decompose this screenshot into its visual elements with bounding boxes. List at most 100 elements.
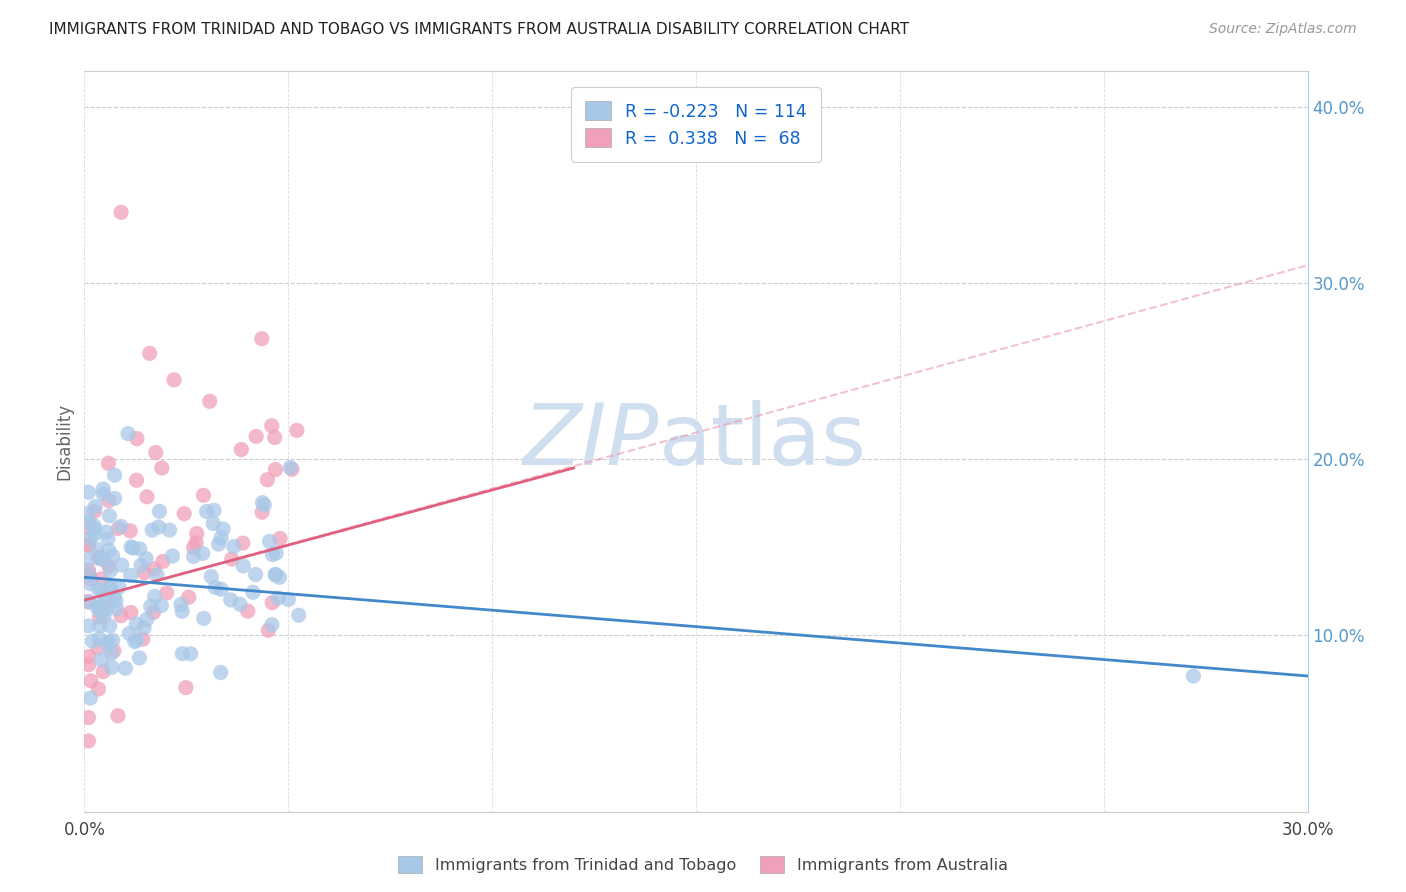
- Point: [269, 532, 291, 546]
- Point: [252, 496, 274, 510]
- Point: [118, 626, 141, 640]
- Point: [79, 576, 101, 591]
- Point: [195, 504, 218, 518]
- Point: [79, 572, 101, 586]
- Point: [83, 518, 105, 533]
- Point: [142, 606, 165, 620]
- Point: [77, 521, 100, 535]
- Point: [263, 430, 285, 444]
- Point: [104, 491, 127, 506]
- Point: [103, 589, 125, 603]
- Point: [89, 618, 111, 632]
- Point: [83, 527, 105, 541]
- Point: [82, 634, 104, 648]
- Point: [156, 586, 179, 600]
- Point: [77, 563, 100, 577]
- Point: [97, 456, 120, 470]
- Point: [91, 585, 114, 599]
- Point: [193, 488, 215, 502]
- Point: [146, 567, 169, 582]
- Point: [79, 532, 101, 546]
- Point: [207, 537, 229, 551]
- Point: [77, 537, 100, 551]
- Point: [103, 468, 125, 483]
- Point: [101, 660, 124, 674]
- Point: [90, 653, 112, 667]
- Point: [107, 522, 129, 536]
- Point: [125, 617, 148, 632]
- Point: [101, 633, 124, 648]
- Point: [77, 710, 100, 724]
- Point: [89, 610, 111, 624]
- Legend: R = -0.223   N = 114, R =  0.338   N =  68: R = -0.223 N = 114, R = 0.338 N = 68: [571, 87, 821, 161]
- Point: [264, 546, 287, 560]
- Point: [245, 567, 267, 582]
- Point: [180, 647, 202, 661]
- Point: [229, 597, 252, 611]
- Point: [96, 602, 118, 616]
- Point: [97, 635, 120, 649]
- Point: [97, 559, 120, 574]
- Point: [209, 531, 232, 545]
- Point: [83, 504, 105, 518]
- Point: [87, 603, 110, 617]
- Point: [94, 590, 117, 604]
- Point: [90, 572, 112, 586]
- Text: IMMIGRANTS FROM TRINIDAD AND TOBAGO VS IMMIGRANTS FROM AUSTRALIA DISABILITY CORR: IMMIGRANTS FROM TRINIDAD AND TOBAGO VS I…: [49, 22, 910, 37]
- Point: [172, 647, 194, 661]
- Point: [86, 600, 108, 615]
- Point: [125, 432, 148, 446]
- Point: [97, 532, 120, 546]
- Point: [184, 536, 207, 550]
- Point: [120, 606, 142, 620]
- Point: [278, 460, 301, 475]
- Point: [262, 596, 284, 610]
- Point: [122, 541, 145, 555]
- Point: [103, 644, 125, 658]
- Point: [77, 485, 100, 500]
- Point: [264, 462, 287, 476]
- Point: [110, 519, 132, 533]
- Point: [80, 673, 103, 688]
- Point: [174, 681, 197, 695]
- Point: [256, 473, 278, 487]
- Point: [262, 548, 284, 562]
- Point: [100, 646, 122, 660]
- Point: [260, 418, 283, 433]
- Point: [267, 591, 290, 606]
- Point: [222, 540, 245, 554]
- Point: [236, 604, 259, 618]
- Point: [138, 346, 160, 360]
- Point: [264, 568, 287, 582]
- Point: [108, 580, 131, 594]
- Text: atlas: atlas: [659, 400, 868, 483]
- Point: [150, 461, 173, 475]
- Point: [141, 523, 163, 537]
- Point: [172, 604, 194, 618]
- Point: [107, 708, 129, 723]
- Point: [148, 520, 170, 534]
- Point: [139, 599, 162, 614]
- Point: [125, 473, 148, 487]
- Point: [100, 564, 122, 578]
- Point: [93, 487, 115, 501]
- Text: ZIP: ZIP: [523, 400, 659, 483]
- Point: [120, 540, 142, 554]
- Point: [193, 611, 215, 625]
- Point: [285, 423, 308, 437]
- Point: [104, 593, 127, 607]
- Text: Source: ZipAtlas.com: Source: ZipAtlas.com: [1209, 22, 1357, 37]
- Point: [86, 542, 108, 557]
- Point: [125, 633, 148, 648]
- Point: [89, 549, 111, 564]
- Point: [232, 536, 254, 550]
- Point: [77, 566, 100, 581]
- Point: [77, 539, 100, 553]
- Point: [79, 691, 101, 706]
- Point: [114, 661, 136, 675]
- Point: [101, 549, 124, 563]
- Point: [209, 665, 232, 680]
- Point: [124, 634, 146, 648]
- Point: [77, 619, 100, 633]
- Point: [89, 599, 111, 613]
